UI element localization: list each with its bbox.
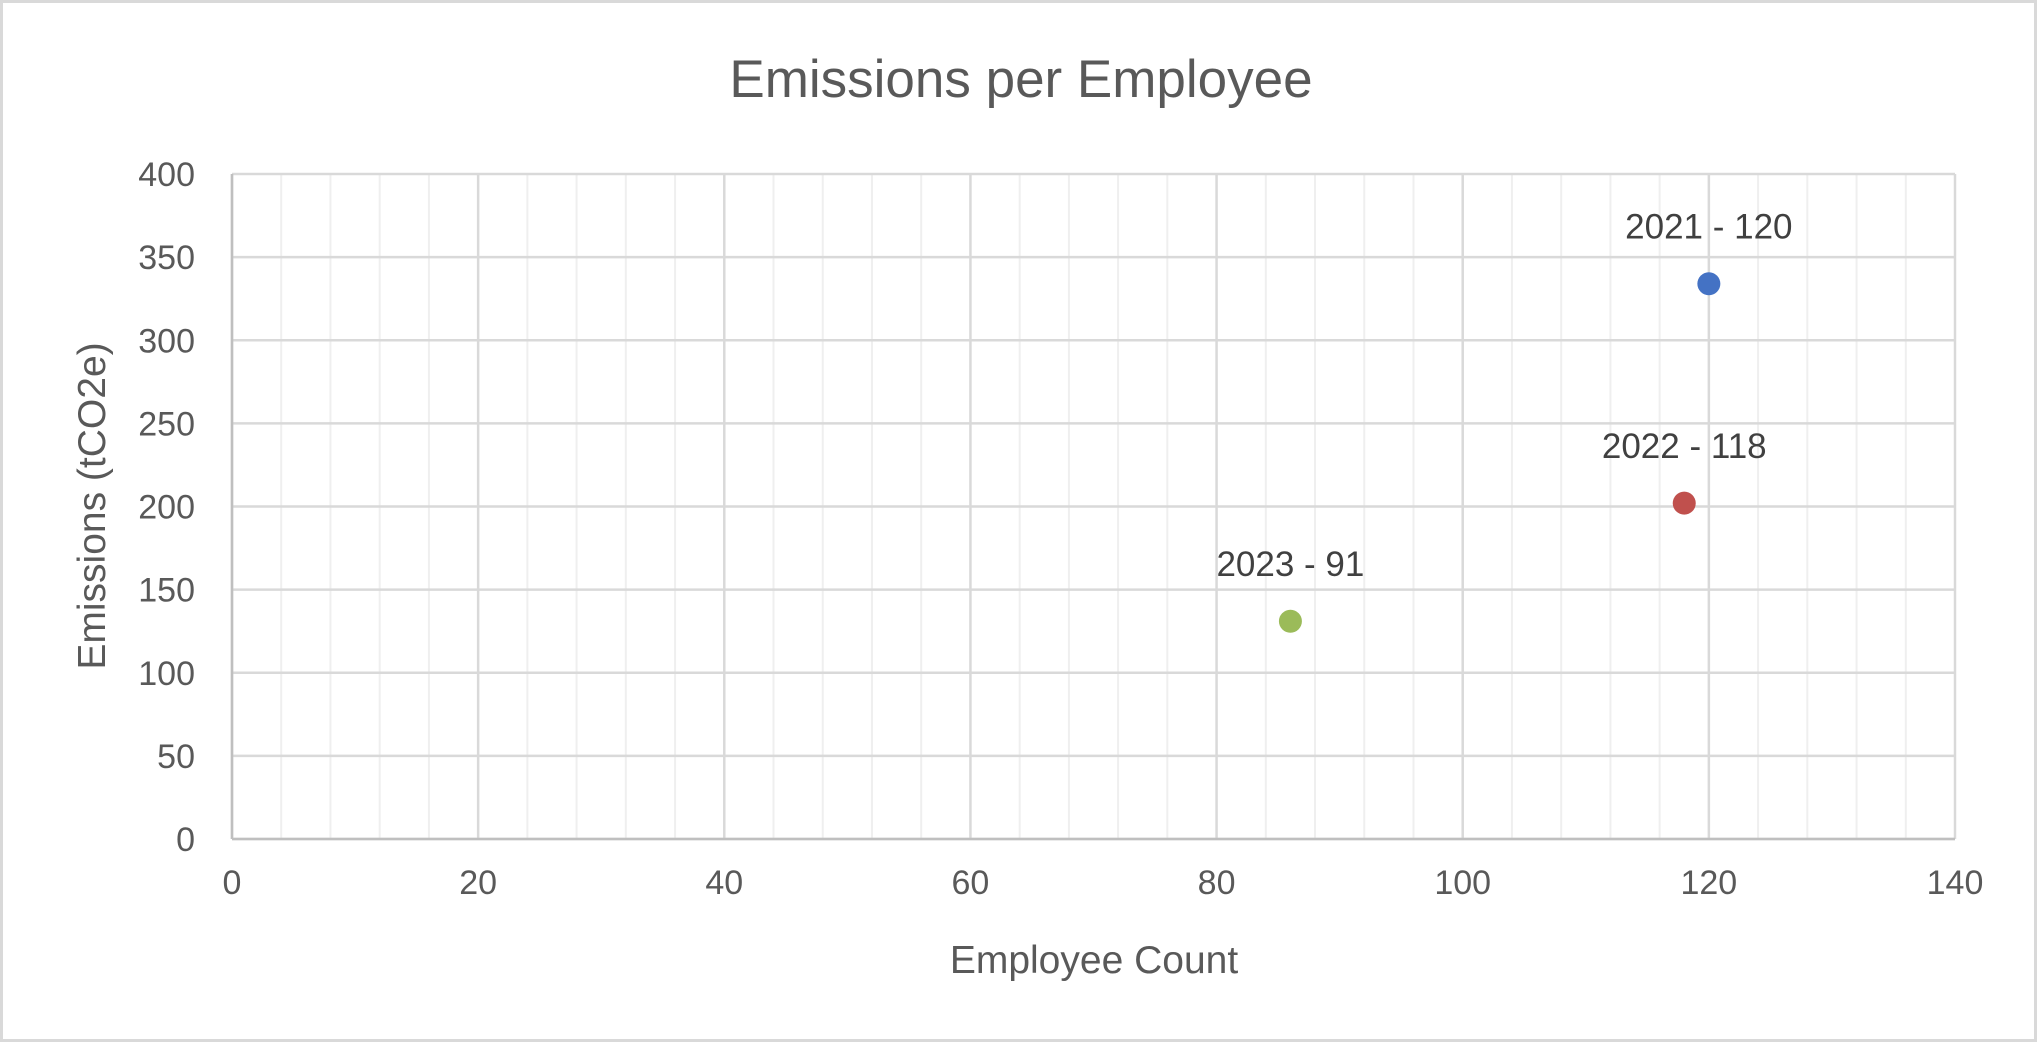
y-tick-label: 100	[138, 655, 195, 693]
x-tick-label: 20	[459, 864, 497, 902]
data-label: 2021 - 120	[1625, 208, 1792, 247]
y-tick-label: 50	[157, 738, 195, 776]
y-tick-label: 0	[176, 821, 195, 859]
data-point	[1278, 609, 1302, 633]
axes-layer	[230, 174, 1955, 841]
chart-title: Emissions per Employee	[729, 50, 1312, 109]
x-tick-label: 80	[1198, 864, 1236, 902]
x-tick-label: 140	[1927, 864, 1984, 902]
y-tick-label: 400	[138, 156, 195, 194]
scatter-chart: 0 20 40 60 80 100 120 140 0 50 100 150 200 250 300 350 4…	[71, 50, 1983, 982]
data-point	[1672, 491, 1696, 515]
x-axis-title: Employee Count	[950, 939, 1238, 982]
data-labels: 2021 - 120 2022 - 118 2023 - 91	[1216, 208, 1792, 584]
x-tick-label: 100	[1434, 864, 1491, 902]
data-label: 2023 - 91	[1216, 545, 1364, 584]
y-tick-label: 300	[138, 322, 195, 360]
y-axis-title: Emissions (tCO2e)	[71, 342, 114, 669]
grid-layer	[230, 172, 1957, 841]
data-point	[1697, 272, 1721, 296]
x-tick-label: 0	[223, 864, 242, 902]
y-tick-label: 350	[138, 239, 195, 277]
y-tick-label: 250	[138, 405, 195, 443]
data-points	[1278, 272, 1721, 633]
x-tick-label: 60	[952, 864, 990, 902]
y-tick-label: 200	[138, 489, 195, 527]
y-tick-label: 150	[138, 572, 195, 610]
tick-labels: 0 20 40 60 80 100 120 140 0 50 100 150 200 250 300 350 4…	[138, 156, 1983, 902]
x-tick-label: 120	[1680, 864, 1737, 902]
x-tick-label: 40	[705, 864, 743, 902]
data-label: 2022 - 118	[1602, 427, 1767, 466]
